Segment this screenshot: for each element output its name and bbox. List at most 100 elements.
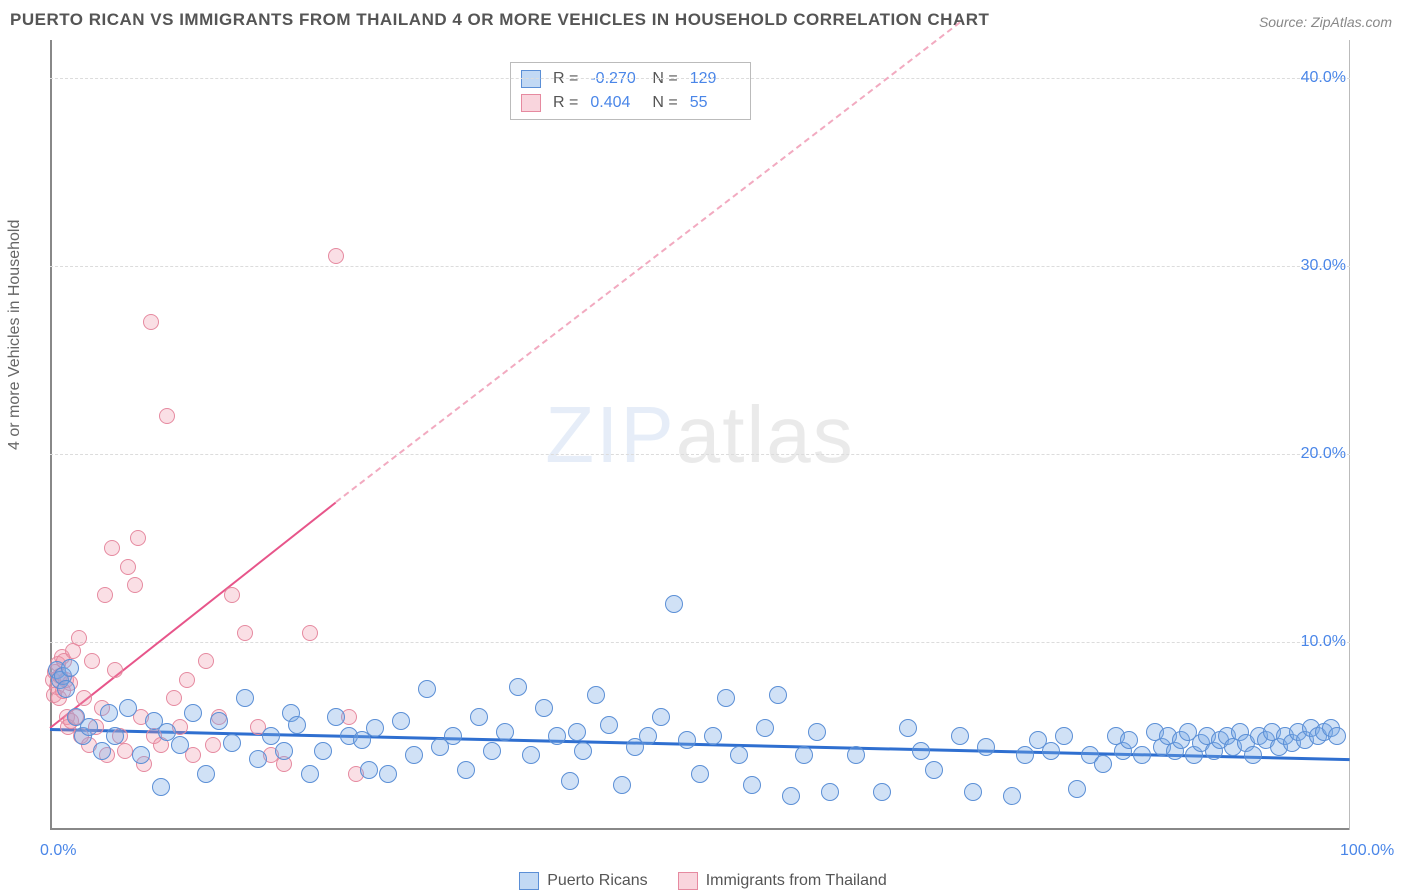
n-label: N = bbox=[652, 91, 677, 115]
scatter-point-blue bbox=[613, 776, 631, 794]
scatter-point-blue bbox=[782, 787, 800, 805]
scatter-point-pink bbox=[198, 653, 214, 669]
scatter-point-blue bbox=[262, 727, 280, 745]
scatter-point-blue bbox=[171, 736, 189, 754]
scatter-point-blue bbox=[808, 723, 826, 741]
scatter-point-blue bbox=[951, 727, 969, 745]
correlation-stats-box: R = -0.270 N = 129 R = 0.404 N = 55 bbox=[510, 62, 751, 120]
scatter-point-blue bbox=[93, 742, 111, 760]
scatter-point-blue bbox=[152, 778, 170, 796]
scatter-point-blue bbox=[587, 686, 605, 704]
legend-label-blue: Puerto Ricans bbox=[547, 872, 648, 890]
scatter-point-blue bbox=[327, 708, 345, 726]
grid-line bbox=[50, 78, 1350, 79]
r-value-blue: -0.270 bbox=[590, 67, 640, 91]
scatter-point-blue bbox=[1133, 746, 1151, 764]
scatter-point-blue bbox=[1094, 755, 1112, 773]
y-axis-left bbox=[50, 40, 52, 830]
swatch-pink-icon bbox=[678, 872, 698, 890]
scatter-point-pink bbox=[127, 577, 143, 593]
scatter-point-blue bbox=[899, 719, 917, 737]
y-axis-label: 4 or more Vehicles in Household bbox=[6, 220, 24, 450]
grid-line bbox=[50, 454, 1350, 455]
scatter-point-blue bbox=[639, 727, 657, 745]
y-tick-label: 40.0% bbox=[1301, 69, 1346, 87]
scatter-point-blue bbox=[197, 765, 215, 783]
scatter-point-blue bbox=[665, 595, 683, 613]
scatter-point-pink bbox=[179, 672, 195, 688]
n-label: N = bbox=[652, 67, 677, 91]
scatter-plot-area: ZIPatlas R = -0.270 N = 129 R = 0.404 N … bbox=[50, 40, 1350, 830]
scatter-point-blue bbox=[717, 689, 735, 707]
scatter-point-blue bbox=[1244, 746, 1262, 764]
scatter-point-blue bbox=[366, 719, 384, 737]
scatter-point-pink bbox=[143, 314, 159, 330]
scatter-point-pink bbox=[71, 630, 87, 646]
scatter-point-pink bbox=[205, 737, 221, 753]
scatter-point-blue bbox=[756, 719, 774, 737]
bottom-legend: Puerto Ricans Immigrants from Thailand bbox=[0, 872, 1406, 890]
scatter-point-blue bbox=[691, 765, 709, 783]
scatter-point-blue bbox=[405, 746, 423, 764]
scatter-point-blue bbox=[1055, 727, 1073, 745]
swatch-blue-icon bbox=[521, 70, 541, 88]
scatter-point-blue bbox=[730, 746, 748, 764]
scatter-point-blue bbox=[847, 746, 865, 764]
scatter-point-pink bbox=[166, 690, 182, 706]
scatter-point-blue bbox=[509, 678, 527, 696]
scatter-point-blue bbox=[977, 738, 995, 756]
legend-item-blue: Puerto Ricans bbox=[519, 872, 648, 890]
scatter-point-blue bbox=[1003, 787, 1021, 805]
scatter-point-blue bbox=[470, 708, 488, 726]
scatter-point-pink bbox=[104, 540, 120, 556]
r-value-pink: 0.404 bbox=[590, 91, 640, 115]
scatter-point-blue bbox=[795, 746, 813, 764]
scatter-point-pink bbox=[117, 743, 133, 759]
scatter-point-blue bbox=[61, 659, 79, 677]
swatch-blue-icon bbox=[519, 872, 539, 890]
scatter-point-pink bbox=[302, 625, 318, 641]
scatter-point-blue bbox=[1042, 742, 1060, 760]
scatter-point-blue bbox=[535, 699, 553, 717]
y-tick-label: 10.0% bbox=[1301, 633, 1346, 651]
scatter-point-blue bbox=[360, 761, 378, 779]
scatter-point-blue bbox=[678, 731, 696, 749]
n-value-pink: 55 bbox=[690, 91, 740, 115]
scatter-point-blue bbox=[314, 742, 332, 760]
scatter-point-blue bbox=[457, 761, 475, 779]
scatter-point-blue bbox=[964, 783, 982, 801]
scatter-point-pink bbox=[97, 587, 113, 603]
scatter-point-blue bbox=[80, 718, 98, 736]
scatter-point-blue bbox=[236, 689, 254, 707]
scatter-point-blue bbox=[652, 708, 670, 726]
y-tick-label: 30.0% bbox=[1301, 257, 1346, 275]
y-axis-right bbox=[1349, 40, 1350, 830]
scatter-point-blue bbox=[57, 680, 75, 698]
r-label: R = bbox=[553, 91, 578, 115]
legend-label-pink: Immigrants from Thailand bbox=[706, 872, 887, 890]
scatter-point-blue bbox=[873, 783, 891, 801]
scatter-point-pink bbox=[130, 530, 146, 546]
scatter-point-blue bbox=[1068, 780, 1086, 798]
scatter-point-pink bbox=[237, 625, 253, 641]
scatter-point-blue bbox=[275, 742, 293, 760]
scatter-point-blue bbox=[119, 699, 137, 717]
scatter-point-blue bbox=[100, 704, 118, 722]
scatter-point-blue bbox=[925, 761, 943, 779]
scatter-point-blue bbox=[184, 704, 202, 722]
scatter-point-blue bbox=[249, 750, 267, 768]
scatter-point-blue bbox=[1328, 727, 1346, 745]
scatter-point-blue bbox=[1016, 746, 1034, 764]
x-axis bbox=[50, 828, 1350, 830]
scatter-point-blue bbox=[574, 742, 592, 760]
scatter-point-blue bbox=[223, 734, 241, 752]
scatter-point-blue bbox=[379, 765, 397, 783]
scatter-point-blue bbox=[1120, 731, 1138, 749]
grid-line bbox=[50, 266, 1350, 267]
scatter-point-blue bbox=[561, 772, 579, 790]
scatter-point-blue bbox=[483, 742, 501, 760]
scatter-point-blue bbox=[600, 716, 618, 734]
scatter-point-blue bbox=[210, 712, 228, 730]
scatter-point-pink bbox=[120, 559, 136, 575]
scatter-point-blue bbox=[912, 742, 930, 760]
